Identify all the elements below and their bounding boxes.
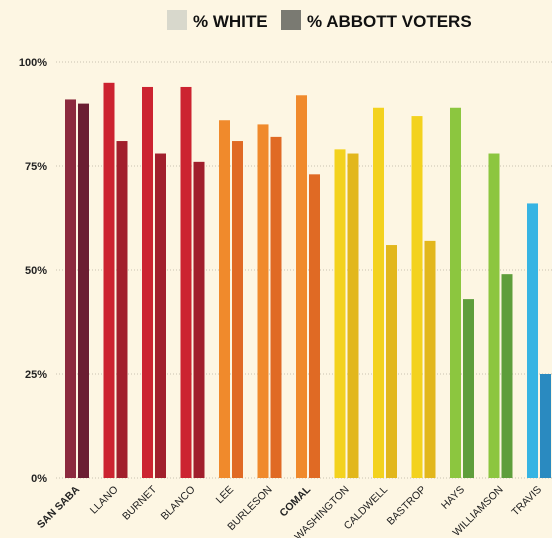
bar-white [488,153,500,478]
legend-swatch-abbott [281,10,301,30]
y-axis: 0% 25% 50% 75% 100% [19,57,47,485]
x-tick-label: BASTROP [385,484,429,528]
x-tick-label: HAYS [439,484,467,512]
x-tick-label: BURNET [120,483,159,522]
bar-abbott [463,299,474,478]
x-tick-label: LLANO [88,484,121,517]
bar-abbott [424,240,436,478]
bar-abbott [78,103,89,478]
x-tick-label: COMAL [277,483,313,519]
bars [65,82,551,479]
bar-abbott [309,174,320,478]
bar-white [219,120,230,479]
legend-label-white: % WHITE [193,12,268,31]
bar-abbott [347,153,359,478]
legend: % WHITE % ABBOTT VOTERS [167,10,472,31]
x-tick-label: LEE [214,484,237,507]
bar-abbott [270,136,282,478]
bar-white [334,149,346,479]
legend-label-abbott: % ABBOTT VOTERS [307,12,472,31]
x-tick-label: SAN SABA [35,483,83,531]
bar-white [180,86,192,479]
y-tick-label: 50% [25,265,47,277]
y-tick-label: 100% [19,57,47,69]
bar-abbott [540,374,551,478]
bar-white [257,124,269,479]
y-tick-label: 25% [25,369,47,381]
bar-abbott [155,153,166,478]
bar-abbott [193,161,205,478]
legend-swatch-white [167,10,187,30]
bar-abbott [386,245,397,478]
y-tick-label: 75% [25,161,47,173]
bar-white [450,107,461,478]
bar-abbott [232,141,243,479]
bar-white [142,86,153,479]
bar-white [527,203,538,478]
bar-abbott [501,274,513,478]
bar-white [411,116,423,478]
x-tick-label: BLANCO [159,484,198,523]
bar-white [296,95,307,478]
bar-white [373,107,384,478]
bar-white [103,82,115,479]
y-tick-label: 0% [31,473,47,485]
bar-white [65,99,76,478]
bar-abbott [116,141,128,479]
x-tick-label: TRAVIS [509,484,544,519]
